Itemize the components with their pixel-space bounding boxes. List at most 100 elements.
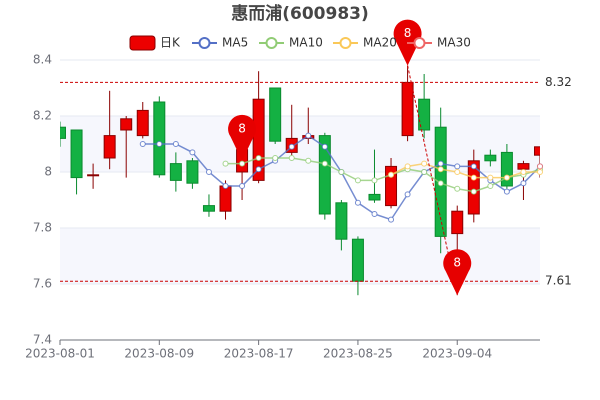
ma-point: [388, 171, 395, 178]
candle-body: [500, 151, 513, 187]
ma-point: [437, 166, 444, 173]
y-tick-label: 8.2: [33, 109, 52, 123]
ma-point: [354, 177, 361, 184]
legend-label: MA10: [289, 36, 323, 50]
candle-body: [401, 81, 414, 137]
ma-point: [305, 157, 312, 164]
x-tick-label: 2023-09-04: [422, 347, 492, 361]
ma-point: [205, 169, 212, 175]
ma-point: [321, 143, 328, 150]
ma-point: [255, 155, 262, 161]
ma-point: [470, 174, 477, 181]
candle-body: [484, 154, 497, 162]
ma-point: [537, 163, 543, 170]
ma-point: [305, 132, 312, 139]
ma-point: [404, 191, 411, 198]
x-tick-label: 2023-08-17: [224, 347, 294, 361]
y-tick-label: 7.6: [33, 277, 52, 291]
ma-point: [371, 211, 378, 217]
candle-body: [252, 98, 265, 181]
ma-point: [222, 160, 229, 167]
candle-body: [169, 163, 182, 181]
x-tick-label: 2023-08-25: [323, 347, 393, 361]
ma-point: [503, 174, 510, 181]
candle-body: [351, 238, 364, 282]
ma-point: [503, 188, 510, 195]
candle-body: [219, 185, 232, 212]
ma-line: [390, 162, 540, 179]
ma-point: [437, 180, 444, 187]
ma-point: [156, 141, 163, 147]
legend-icon: [339, 37, 352, 49]
ma-point: [255, 166, 262, 173]
legend-icon: [198, 37, 211, 49]
legend-label: MA20: [363, 36, 397, 50]
ma-point: [239, 183, 246, 189]
candle-body: [153, 101, 166, 176]
mark-line-label: 8.32: [545, 75, 572, 89]
ma-point: [272, 155, 279, 161]
ma-point: [354, 199, 361, 206]
y-tick-label: 7.4: [33, 333, 52, 347]
ma-point: [437, 160, 444, 167]
chart-title: 惠而浦(600983): [231, 3, 369, 24]
legend-label: MA5: [222, 36, 248, 50]
ma-point: [288, 143, 295, 150]
ma-point: [222, 183, 229, 189]
candle-body: [335, 202, 348, 240]
mark-pin: [228, 114, 257, 161]
candle-body: [534, 146, 540, 156]
ma-point: [288, 155, 295, 161]
ma-point: [537, 169, 543, 175]
ma-point: [421, 160, 428, 167]
candle-body: [186, 160, 199, 184]
ma-point: [454, 163, 461, 170]
candle-body: [451, 210, 464, 235]
legend-label: 日K: [160, 36, 181, 50]
candle-body: [318, 135, 331, 215]
legend-icon: [413, 37, 426, 49]
candle-body: [517, 163, 530, 170]
x-tick-label: 2023-08-01: [25, 347, 95, 361]
ma-point: [520, 169, 527, 175]
candle-body: [202, 205, 215, 212]
candle-body: [60, 126, 66, 139]
ma-point: [520, 180, 527, 187]
mark-pin-label: 8: [238, 121, 246, 135]
x-tick-label: 2023-08-09: [124, 347, 194, 361]
mark-pin-label: 8: [453, 256, 461, 270]
ma-point: [487, 174, 494, 181]
candle-body: [269, 87, 282, 142]
ma-point: [421, 169, 428, 175]
legend-icon: [265, 37, 278, 49]
ma-point: [338, 169, 345, 175]
ma-point: [189, 149, 196, 156]
mark-pin-label: 8: [404, 26, 412, 40]
candle-body: [385, 165, 398, 207]
candle-body: [70, 129, 83, 179]
candle-body: [103, 135, 116, 159]
candle-body: [120, 118, 133, 131]
ma-point: [404, 163, 411, 170]
ma-point: [454, 169, 461, 175]
y-tick-label: 7.8: [33, 221, 52, 235]
candle-body: [87, 174, 100, 177]
ma-point: [371, 177, 378, 184]
ma-point: [470, 163, 477, 170]
ma-point: [239, 160, 246, 167]
mark-pin: [443, 249, 472, 296]
legend-icon: [129, 35, 156, 51]
mark-line-label: 7.61: [545, 274, 572, 288]
candle-body: [136, 109, 149, 137]
ma-point: [388, 216, 395, 223]
ma-point: [139, 141, 146, 147]
y-tick-label: 8: [44, 165, 52, 179]
y-tick-label: 8.4: [33, 53, 52, 67]
legend-label: MA30: [437, 36, 471, 50]
ma-point: [470, 188, 477, 195]
ma-point: [487, 183, 494, 189]
ma-point: [172, 141, 179, 147]
candle-body: [467, 160, 480, 215]
candle-body: [368, 193, 381, 201]
